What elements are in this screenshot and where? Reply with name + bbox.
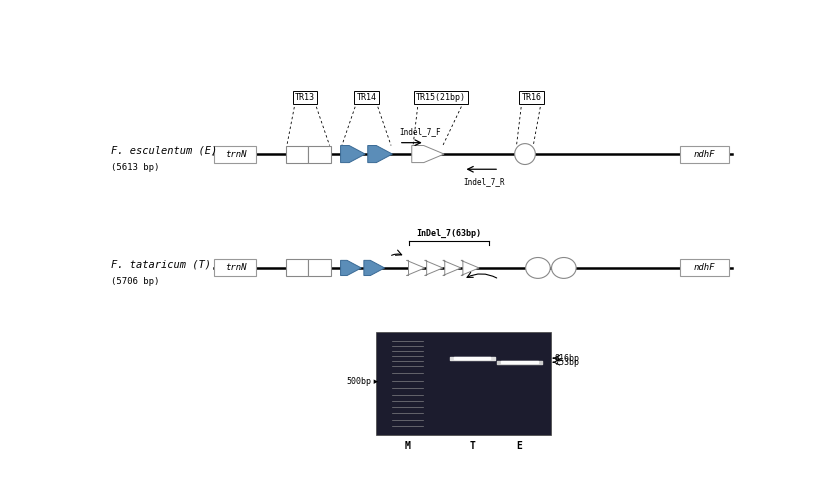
Polygon shape	[412, 145, 444, 163]
FancyBboxPatch shape	[681, 145, 729, 163]
Polygon shape	[443, 260, 461, 276]
Ellipse shape	[526, 257, 550, 279]
Text: trnN: trnN	[225, 263, 246, 273]
Polygon shape	[407, 260, 425, 276]
FancyBboxPatch shape	[376, 332, 551, 435]
Text: InDel_7(63bp): InDel_7(63bp)	[417, 229, 482, 238]
Polygon shape	[461, 260, 479, 276]
FancyBboxPatch shape	[681, 259, 729, 277]
Text: 753bp: 753bp	[554, 358, 579, 367]
Text: ndhF: ndhF	[694, 263, 716, 273]
Text: TR16: TR16	[522, 93, 541, 102]
Text: TR14: TR14	[357, 93, 377, 102]
FancyBboxPatch shape	[286, 259, 308, 277]
FancyBboxPatch shape	[286, 145, 308, 163]
FancyBboxPatch shape	[308, 145, 331, 163]
Text: (5613 bp): (5613 bp)	[111, 163, 159, 172]
FancyBboxPatch shape	[308, 259, 331, 277]
Polygon shape	[341, 145, 365, 163]
Text: T: T	[469, 441, 475, 451]
Text: (5706 bp): (5706 bp)	[111, 277, 159, 286]
Text: 500bp: 500bp	[346, 377, 371, 386]
Polygon shape	[425, 260, 443, 276]
Polygon shape	[364, 260, 385, 276]
Polygon shape	[367, 145, 392, 163]
Text: Indel_7_R: Indel_7_R	[463, 177, 505, 186]
FancyBboxPatch shape	[215, 259, 256, 277]
Text: M: M	[405, 441, 411, 451]
Text: Indel_7_F: Indel_7_F	[399, 127, 440, 136]
Text: TR13: TR13	[295, 93, 315, 102]
Text: TR15(21bp): TR15(21bp)	[416, 93, 466, 102]
Text: 816bp: 816bp	[554, 353, 579, 363]
Text: F. tataricum (T): F. tataricum (T)	[111, 259, 211, 269]
Text: E: E	[517, 441, 523, 451]
FancyBboxPatch shape	[215, 145, 256, 163]
Text: ndhF: ndhF	[694, 149, 716, 159]
Text: F. esculentum (E): F. esculentum (E)	[111, 145, 217, 155]
Ellipse shape	[552, 257, 576, 279]
Text: trnN: trnN	[225, 149, 246, 159]
Polygon shape	[341, 260, 362, 276]
Ellipse shape	[514, 143, 535, 165]
